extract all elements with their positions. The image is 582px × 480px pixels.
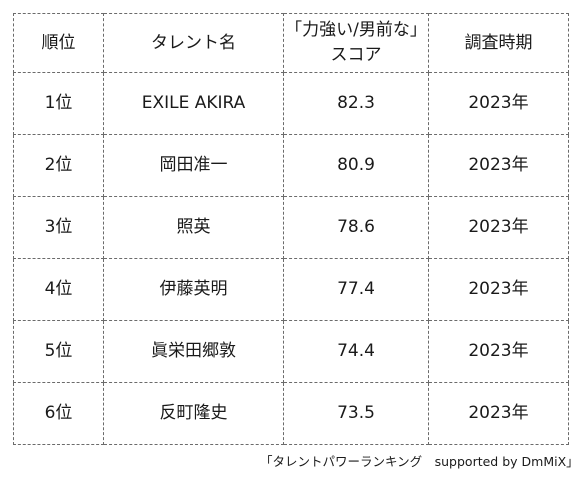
talent-name-cell: 照英 (103, 196, 284, 259)
ranking-table: 順位 タレント名 「力強い/男前な」 スコア 調査時期 1位 EXILE AKI… (13, 13, 569, 445)
source-note: 「タレントパワーランキング supported by DmMiX」 (260, 454, 579, 469)
rank-cell: 1位 (13, 72, 104, 135)
rank-cell: 2位 (13, 134, 104, 197)
table-row: 5位 眞栄田郷敦 74.4 2023年 (13, 320, 569, 383)
score-cell: 74.4 (283, 320, 429, 383)
table-row: 3位 照英 78.6 2023年 (13, 196, 569, 259)
header-rank: 順位 (13, 13, 104, 73)
header-score-line2: スコア (330, 45, 382, 65)
period-cell: 2023年 (428, 196, 569, 259)
period-cell: 2023年 (428, 72, 569, 135)
score-cell: 73.5 (283, 382, 429, 445)
rank-cell: 4位 (13, 258, 104, 321)
rank-cell: 5位 (13, 320, 104, 383)
period-cell: 2023年 (428, 382, 569, 445)
score-cell: 78.6 (283, 196, 429, 259)
score-cell: 80.9 (283, 134, 429, 197)
talent-name-cell: 眞栄田郷敦 (103, 320, 284, 383)
score-cell: 82.3 (283, 72, 429, 135)
table-row: 2位 岡田准一 80.9 2023年 (13, 134, 569, 197)
period-cell: 2023年 (428, 134, 569, 197)
table-row: 1位 EXILE AKIRA 82.3 2023年 (13, 72, 569, 135)
talent-name-cell: 反町隆史 (103, 382, 284, 445)
talent-name-cell: EXILE AKIRA (103, 72, 284, 135)
header-score-line1: 「力強い/男前な」 (285, 20, 427, 41)
header-period: 調査時期 (428, 13, 569, 73)
talent-name-cell: 伊藤英明 (103, 258, 284, 321)
score-cell: 77.4 (283, 258, 429, 321)
table-row: 4位 伊藤英明 77.4 2023年 (13, 258, 569, 321)
rank-cell: 3位 (13, 196, 104, 259)
period-cell: 2023年 (428, 258, 569, 321)
header-talent-name: タレント名 (103, 13, 284, 73)
period-cell: 2023年 (428, 320, 569, 383)
talent-name-cell: 岡田准一 (103, 134, 284, 197)
header-score: 「力強い/男前な」 スコア (283, 13, 429, 73)
table-row: 6位 反町隆史 73.5 2023年 (13, 382, 569, 445)
table-header-row: 順位 タレント名 「力強い/男前な」 スコア 調査時期 (13, 13, 569, 73)
rank-cell: 6位 (13, 382, 104, 445)
